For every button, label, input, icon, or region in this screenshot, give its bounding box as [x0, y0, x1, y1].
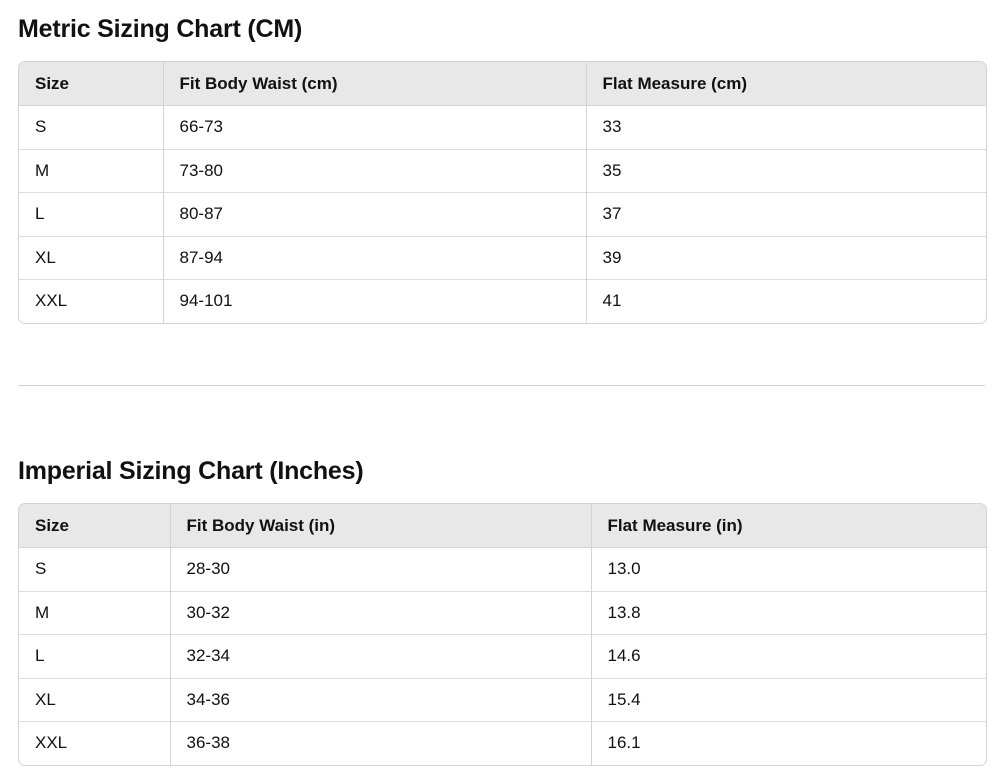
table-row: M 73-80 35	[19, 148, 986, 193]
table-row: XL 34-36 15.4	[19, 677, 986, 722]
table-cell: 30-32	[169, 590, 591, 635]
table-cell: 87-94	[162, 235, 586, 280]
section-divider	[18, 385, 985, 386]
table-row: S 66-73 33	[19, 105, 986, 149]
table-row: M 30-32 13.8	[19, 590, 986, 635]
metric-chart-title: Metric Sizing Chart (CM)	[18, 15, 303, 43]
table-cell: 15.4	[590, 677, 986, 722]
table-cell: 36-38	[169, 721, 591, 765]
table-header-row: Size Fit Body Waist (cm) Flat Measure (cm)	[19, 62, 986, 106]
table-cell: 14.6	[590, 634, 986, 678]
table-cell: XXL	[19, 279, 163, 323]
table-row: XL 87-94 39	[19, 235, 986, 280]
table-cell: M	[19, 590, 170, 635]
table-cell: 35	[585, 148, 986, 193]
table-cell: L	[19, 634, 170, 678]
table-cell: S	[35, 117, 47, 137]
table-cell: XXL	[19, 721, 170, 765]
table-row: L 32-34 14.6	[19, 634, 986, 678]
table-cell: 33	[585, 105, 986, 149]
table-cell: 28-30	[169, 547, 591, 591]
table-cell: 80-87	[162, 192, 586, 236]
table-cell: M	[19, 148, 163, 193]
table-row: XXL 36-38 16.1	[19, 721, 986, 765]
column-header: Flat Measure (cm)	[585, 62, 986, 106]
table-cell: 66-73	[162, 105, 586, 149]
table-cell: 73-80	[162, 148, 586, 193]
table-cell: 41	[585, 279, 986, 323]
table-cell: 37	[585, 192, 986, 236]
column-header: Fit Body Waist (in)	[169, 504, 591, 548]
table-row: S 28-30 13.0	[19, 547, 986, 591]
table-cell: XL	[19, 677, 170, 722]
column-header: Fit Body Waist (cm)	[162, 62, 586, 106]
table-cell: L	[19, 192, 163, 236]
metric-sizing-table: Size Fit Body Waist (cm) Flat Measure (cm)…	[18, 61, 987, 324]
imperial-chart-title: Imperial Sizing Chart (Inches)	[18, 457, 364, 485]
table-cell: 34-36	[169, 677, 591, 722]
table-cell: XL	[19, 235, 163, 280]
table-cell: 13.0	[590, 547, 986, 591]
column-header: Flat Measure (in)	[590, 504, 986, 548]
column-header: Size	[19, 62, 163, 106]
table-cell: 16.1	[590, 721, 986, 765]
table-cell: 32-34	[169, 634, 591, 678]
table-cell: S	[35, 559, 47, 579]
table-row: L 80-87 37	[19, 192, 986, 236]
column-header: Size	[19, 504, 170, 548]
table-header-row: Size Fit Body Waist (in) Flat Measure (in)	[19, 504, 986, 548]
table-row: XXL 94-101 41	[19, 279, 986, 323]
table-cell: 13.8	[590, 590, 986, 635]
imperial-sizing-table: Size Fit Body Waist (in) Flat Measure (in)…	[18, 503, 987, 766]
table-cell: 94-101	[162, 279, 586, 323]
table-cell: 39	[585, 235, 986, 280]
